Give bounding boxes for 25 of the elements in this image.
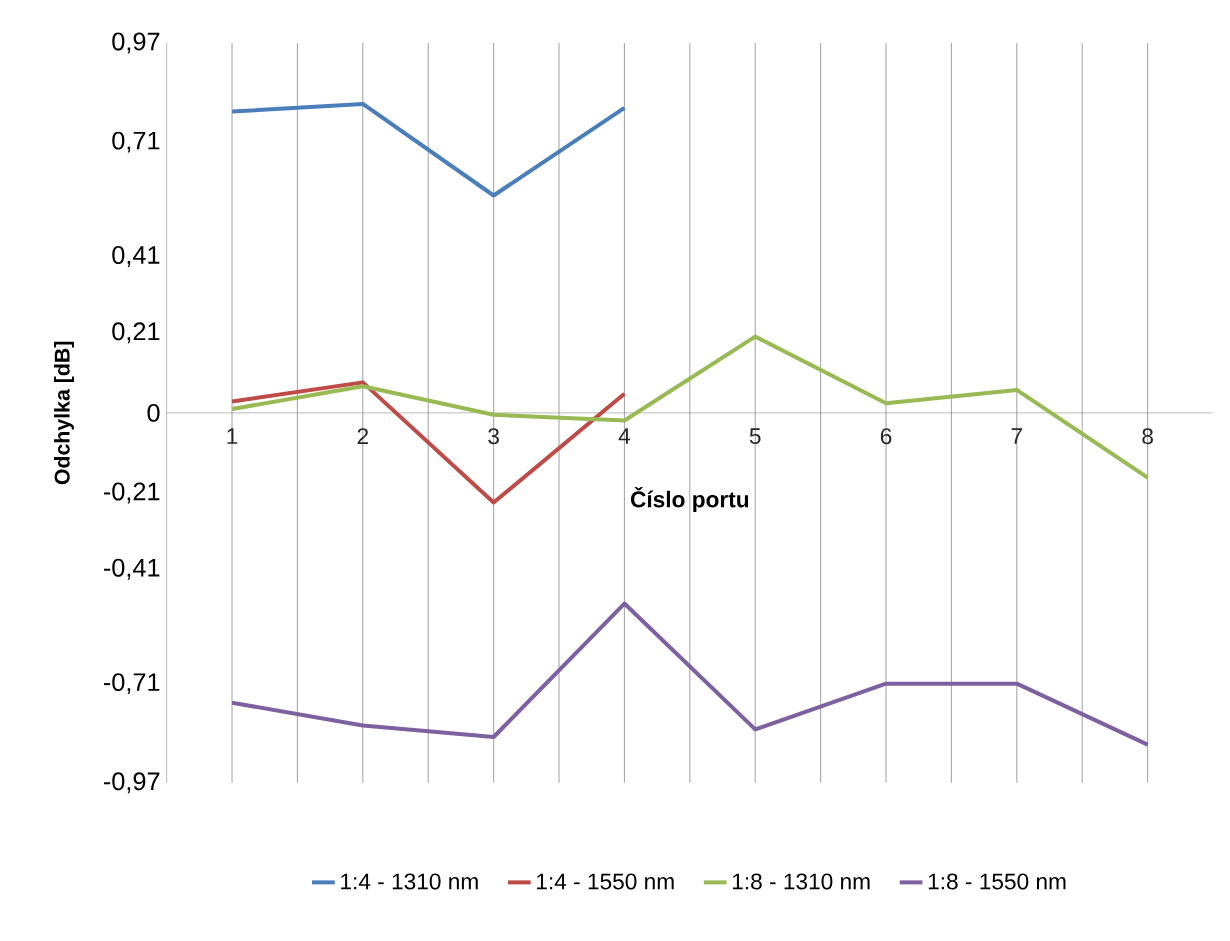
y-tick-label: 0,71 [112,131,160,153]
y-tick-label: 0,97 [112,32,160,54]
legend-label: 1:4 - 1550 nm [537,873,674,890]
x-tick-label: 1 [227,428,238,444]
x-tick-label: 8 [1142,428,1153,445]
y-tick-label: -0,41 [103,558,160,580]
legend-label: 1:8 - 1550 nm [928,873,1066,890]
y-tick-label: 0,21 [112,322,160,344]
x-tick-label: 5 [749,428,761,445]
y-tick-label: 0 [147,404,160,422]
x-tick-label: 3 [488,428,499,445]
x-tick-label: 4 [618,428,631,444]
x-tick-label: 2 [357,428,368,445]
x-tick-label: 7 [1011,428,1022,444]
legend-label: 1:4 - 1310 nm [341,873,478,890]
legend-label: 1:8 - 1310 nm [732,873,870,890]
x-axis-title: Číslo portu [630,487,749,513]
y-tick-label: 0,41 [112,246,160,268]
x-tick-label: 6 [880,428,892,445]
y-axis-title: Odchylka [dB] [54,341,74,485]
y-tick-label: -0,97 [103,772,160,794]
line-series [230,102,627,198]
y-tick-label: -0,71 [103,673,160,695]
y-tick-label: -0,21 [103,482,160,504]
line-series [230,601,1150,747]
